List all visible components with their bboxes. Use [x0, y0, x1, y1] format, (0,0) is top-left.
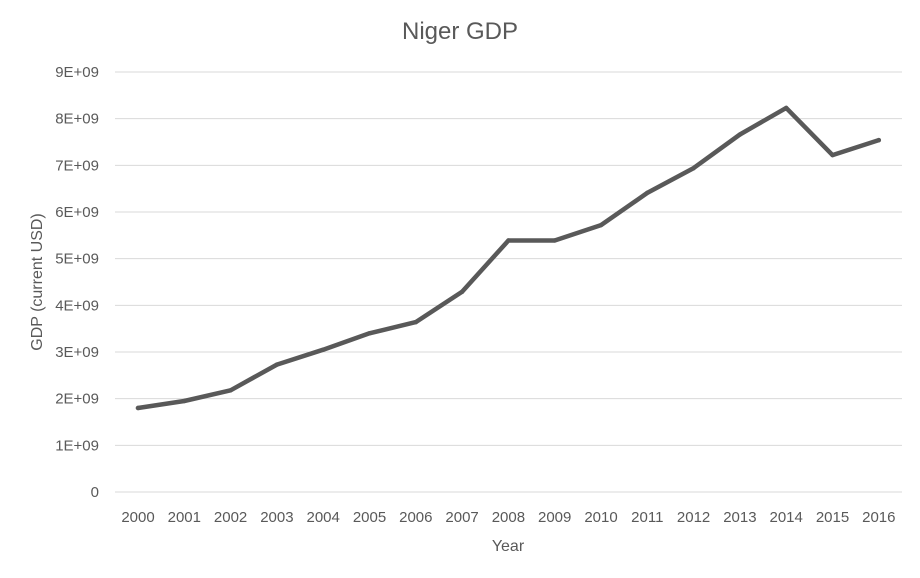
y-tick-label: 9E+09: [55, 64, 99, 81]
data-point: [228, 388, 233, 393]
data-point: [737, 132, 743, 137]
y-tick-label: 0: [91, 484, 99, 501]
data-point: [506, 238, 511, 243]
x-tick-label: 2006: [399, 509, 432, 526]
y-tick-label: 1E+09: [55, 437, 99, 454]
data-point: [830, 152, 835, 158]
data-point: [367, 331, 372, 336]
x-tick-label: 2004: [307, 509, 340, 526]
y-tick-label: 8E+09: [55, 111, 99, 128]
series-line: [135, 105, 882, 411]
x-axis-title: Year: [492, 538, 525, 555]
data-point: [784, 105, 789, 111]
data-point: [598, 222, 604, 228]
x-tick-label: 2007: [445, 509, 478, 526]
x-tick-label: 2011: [631, 509, 663, 526]
data-point: [876, 137, 881, 143]
data-point: [182, 398, 187, 404]
gridlines: [115, 71, 902, 493]
y-axis-title: GDP (current USD): [29, 213, 46, 351]
y-tick-label: 5E+09: [55, 251, 99, 268]
x-tick-label: 2014: [770, 509, 803, 526]
data-point: [552, 238, 557, 243]
x-tick-label: 2003: [260, 509, 293, 526]
x-tick-label: 2005: [353, 509, 386, 526]
y-tick-label: 4E+09: [55, 297, 99, 314]
x-tick-label: 2015: [816, 509, 849, 526]
x-axis-tick-labels: 2000 2001 2002 2003 2004 2005 2006 2007 2008 2009…: [121, 509, 895, 526]
y-tick-label: 2E+09: [55, 391, 99, 408]
data-point: [135, 405, 141, 411]
x-tick-label: 2001: [168, 509, 201, 526]
y-tick-label: 3E+09: [55, 344, 99, 361]
x-tick-label: 2002: [214, 509, 247, 526]
data-point: [645, 190, 650, 196]
y-tick-label: 7E+09: [55, 157, 99, 174]
x-tick-label: 2000: [121, 509, 154, 526]
data-point: [413, 319, 418, 325]
data-point: [274, 362, 280, 367]
x-tick-label: 2009: [538, 509, 571, 526]
data-point: [321, 347, 326, 352]
data-point: [459, 289, 465, 294]
x-tick-label: 2008: [492, 509, 525, 526]
data-point: [691, 165, 696, 171]
y-tick-label: 6E+09: [55, 204, 99, 221]
x-tick-label: 2013: [723, 509, 756, 526]
x-tick-label: 2016: [862, 509, 895, 526]
x-tick-label: 2010: [584, 509, 617, 526]
x-tick-label: 2012: [677, 509, 710, 526]
chart-title: Niger GDP: [402, 18, 518, 45]
series-layer: [135, 105, 882, 411]
y-axis-tick-labels: 0 1E+09 2E+09 3E+09 4E+09 5E+09 6E+09 7E+09 8E+0…: [55, 64, 99, 501]
